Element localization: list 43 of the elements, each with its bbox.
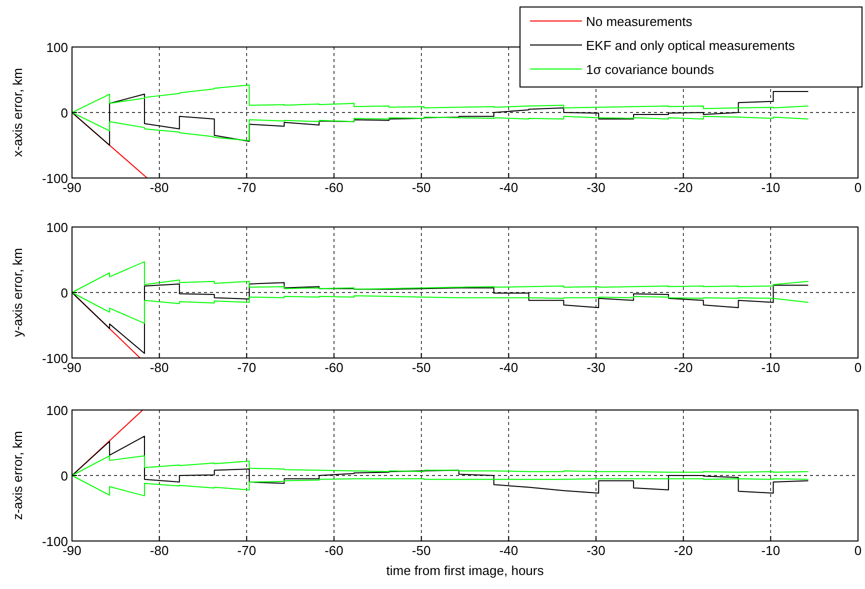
x-tick-label: -60	[324, 360, 344, 375]
x-tick-label: -30	[586, 180, 606, 195]
y-tick-label: 0	[60, 106, 68, 120]
x-tick-label: -10	[761, 543, 780, 558]
x-tick-label: -20	[674, 360, 693, 375]
x-tick-label: -30	[586, 543, 606, 558]
legend-label: 1σ covariance bounds	[586, 62, 714, 77]
x-tick-label: -30	[586, 360, 606, 375]
x-tick-label: -40	[499, 180, 518, 195]
y-tick-label: 0	[60, 468, 68, 484]
y-tick-label: -100	[42, 351, 68, 366]
x-tick-label: -80	[150, 180, 169, 195]
x-tick-label: -70	[237, 180, 256, 195]
x-tick-label: -40	[499, 360, 518, 375]
y-tick-label: 100	[46, 40, 68, 55]
y-tick-label: 0	[60, 286, 68, 300]
y-tick-label: 100	[46, 220, 68, 235]
x-tick-label: 0	[854, 543, 862, 558]
x-axis-title: time from first image, hours	[386, 563, 544, 578]
y-axis-title: y-axis error, km	[10, 248, 25, 337]
x-tick-label: 0	[854, 180, 862, 195]
x-tick-label: -40	[499, 543, 518, 558]
x-tick-label: -10	[761, 180, 780, 195]
y-axis-title: z-axis error, km	[10, 431, 25, 520]
x-tick-label: 0	[854, 360, 862, 375]
y-tick-label: -100	[42, 534, 68, 549]
legend-label: EKF and only optical measurements	[586, 38, 796, 53]
x-tick-label: -20	[674, 180, 693, 195]
y-tick-label: 100	[46, 403, 68, 418]
legend-label: No measurements	[586, 14, 693, 29]
x-tick-label: -60	[324, 543, 344, 558]
x-tick-label: -80	[150, 360, 169, 375]
x-tick-label: -10	[761, 360, 780, 375]
x-tick-label: -80	[150, 543, 169, 558]
y-axis-title: x-axis error, km	[10, 68, 25, 157]
x-tick-label: -50	[412, 543, 431, 558]
x-tick-label: -20	[674, 543, 693, 558]
x-tick-label: -70	[237, 360, 256, 375]
x-tick-label: -50	[412, 360, 431, 375]
x-tick-label: -60	[324, 180, 344, 195]
x-tick-label: -70	[237, 543, 256, 558]
y-tick-label: -100	[42, 171, 68, 186]
x-tick-label: -50	[412, 180, 431, 195]
